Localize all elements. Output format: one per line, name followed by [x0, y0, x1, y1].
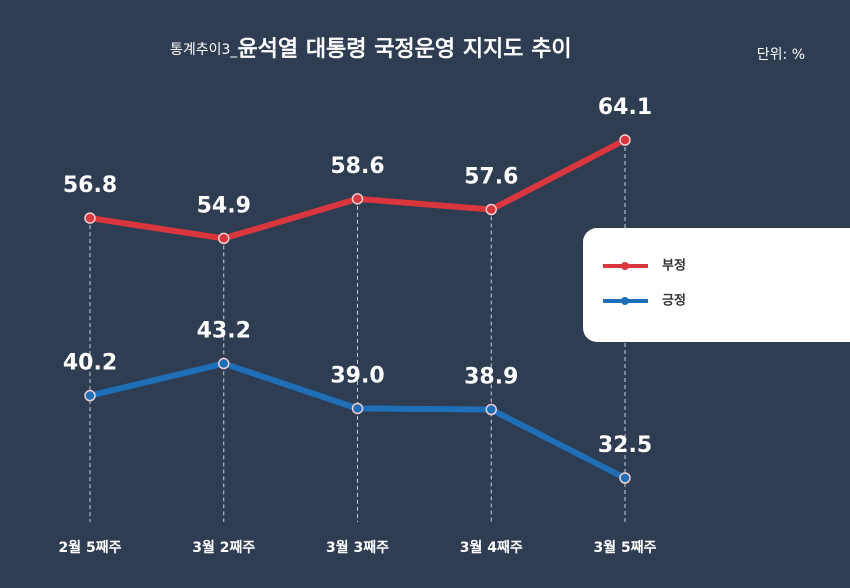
chart-subtitle: 통계추이3_ [170, 42, 238, 58]
data-point [485, 203, 497, 216]
data-label: 58.6 [330, 154, 384, 179]
data-point [619, 472, 631, 484]
data-label: 54.9 [197, 193, 251, 218]
data-label: 43.2 [197, 319, 251, 344]
data-label: 38.9 [464, 365, 518, 390]
data-point [351, 402, 364, 415]
data-point [84, 389, 96, 402]
legend-dot [621, 297, 629, 305]
data-label: 39.0 [330, 363, 384, 388]
data-label: 64.1 [598, 95, 652, 120]
legend-label: 부정 [662, 258, 686, 274]
legend-box [583, 228, 850, 342]
data-point [485, 403, 497, 416]
data-label: 40.2 [63, 351, 117, 376]
x-tick-label: 3월 4째주 [460, 539, 523, 556]
data-label: 57.6 [464, 165, 518, 190]
plot: 2월 5째주 3월 2째주 3월 3째주 3월 4째주 3월 5째주 56.8 54.9 58… [59, 95, 657, 556]
unit-label: 단위: % [757, 47, 805, 63]
x-tick-label: 2월 5째주 [59, 539, 122, 556]
data-point [619, 134, 631, 146]
data-label: 32.5 [598, 433, 652, 458]
x-tick-label: 3월 2째주 [192, 539, 255, 556]
data-point [84, 212, 96, 224]
chart-heading: 통계추이3_윤석열 대통령 국정운영 지지도 추이 [170, 37, 572, 62]
legend-dot [621, 262, 629, 270]
data-point [218, 232, 230, 245]
x-tick-label: 3월 3째주 [326, 539, 389, 556]
chart-title: 윤석열 대통령 국정운영 지지도 추이 [237, 37, 571, 62]
legend-label: 긍정 [662, 293, 686, 309]
x-tick-label: 3월 5째주 [594, 539, 657, 556]
data-label: 56.8 [63, 173, 117, 198]
data-point [218, 357, 230, 370]
data-point [351, 193, 364, 205]
